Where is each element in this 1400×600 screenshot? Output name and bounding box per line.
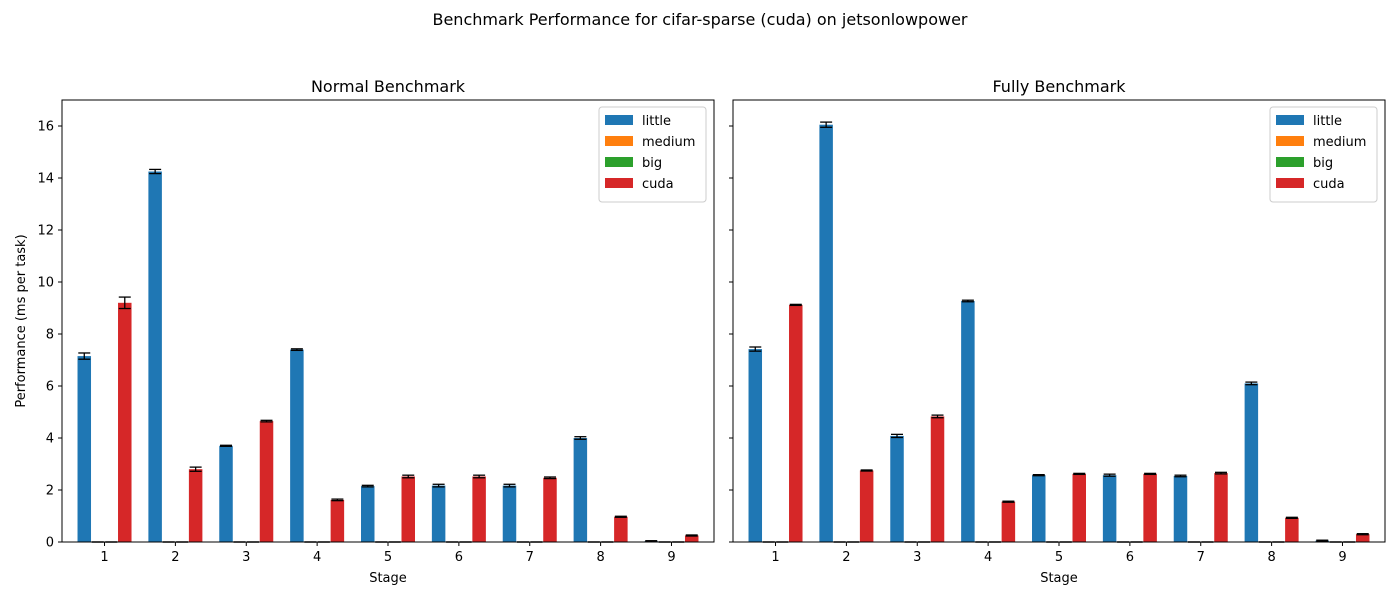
bar-cuda-stage-2 xyxy=(859,470,874,542)
y-tick-label: 2 xyxy=(46,484,54,499)
panel-title: Fully Benchmark xyxy=(992,77,1126,96)
y-tick-label: 0 xyxy=(46,536,54,551)
y-axis-label: Performance (ms per task) xyxy=(14,234,29,407)
x-tick-label: 2 xyxy=(842,550,850,565)
legend-swatch-cuda xyxy=(1276,178,1304,188)
legend-label-big: big xyxy=(642,156,662,171)
legend-label-cuda: cuda xyxy=(642,177,674,192)
x-tick-label: 6 xyxy=(455,550,463,565)
bar-cuda-stage-4 xyxy=(330,499,345,542)
bar-little-stage-7 xyxy=(502,485,517,542)
x-tick-label: 6 xyxy=(1126,550,1134,565)
bar-cuda-stage-7 xyxy=(1214,473,1228,542)
legend: little medium big cuda xyxy=(598,106,707,203)
plot-frame xyxy=(61,99,715,543)
bar-cuda-stage-1 xyxy=(789,304,803,542)
bar-cuda-stage-3 xyxy=(259,421,274,542)
legend-swatch-medium xyxy=(605,136,633,146)
x-tick-label: 5 xyxy=(384,550,392,565)
y-tick-label: 6 xyxy=(46,380,54,395)
bar-little-stage-6 xyxy=(431,485,446,542)
bar-little-stage-3 xyxy=(890,435,904,542)
y-tick-label: 14 xyxy=(37,172,54,187)
bar-little-stage-8 xyxy=(1244,383,1259,542)
x-tick-label: 8 xyxy=(1267,550,1275,565)
x-tick-label: 8 xyxy=(596,550,604,565)
panel-fully-benchmark: 1 2 3 4 5 6 7 8 9 Fully Benchmark Stage little mediu… xyxy=(729,77,1386,586)
legend-label-little: little xyxy=(1313,114,1342,129)
figure-title: Benchmark Performance for cifar-sparse (… xyxy=(432,10,968,29)
x-tick-label: 4 xyxy=(984,550,992,565)
y-tick-label: 10 xyxy=(37,276,54,291)
x-tick-label: 4 xyxy=(313,550,321,565)
bar-cuda-stage-6 xyxy=(1143,473,1157,542)
bar-little-stage-2 xyxy=(148,171,162,542)
bar-cuda-stage-7 xyxy=(543,477,557,542)
bar-little-stage-6 xyxy=(1102,475,1117,542)
legend-label-medium: medium xyxy=(1313,135,1366,150)
x-tick-label: 3 xyxy=(242,550,250,565)
legend-swatch-cuda xyxy=(605,178,633,188)
bar-little-stage-8 xyxy=(573,438,588,542)
y-tick-label: 16 xyxy=(37,120,54,135)
legend-swatch-big xyxy=(605,157,633,167)
legend-label-little: little xyxy=(642,114,671,129)
bar-little-stage-2 xyxy=(819,124,833,542)
x-axis-label: Stage xyxy=(1040,571,1078,586)
legend-swatch-little xyxy=(605,115,633,125)
legend-swatch-little xyxy=(1276,115,1304,125)
legend-swatch-medium xyxy=(1276,136,1304,146)
plot-frame xyxy=(732,99,1386,543)
legend: little medium big cuda xyxy=(1269,106,1378,203)
x-tick-label: 2 xyxy=(171,550,179,565)
x-tick-label: 5 xyxy=(1055,550,1063,565)
x-tick-label: 9 xyxy=(667,550,675,565)
bar-cuda-stage-8 xyxy=(614,516,628,542)
legend-label-medium: medium xyxy=(642,135,695,150)
bar-cuda-stage-9 xyxy=(1355,534,1370,542)
x-tick-label: 9 xyxy=(1338,550,1346,565)
bar-little-stage-4 xyxy=(961,300,975,542)
bar-little-stage-7 xyxy=(1173,475,1188,542)
bar-little-stage-1 xyxy=(748,349,763,542)
bar-little-stage-4 xyxy=(290,349,304,542)
bar-cuda-stage-1 xyxy=(118,302,132,542)
legend-swatch-big xyxy=(1276,157,1304,167)
bar-cuda-stage-6 xyxy=(472,476,486,542)
y-tick-label: 12 xyxy=(37,224,54,239)
bar-little-stage-5 xyxy=(361,486,375,542)
x-tick-label: 7 xyxy=(1197,550,1205,565)
y-tick-label: 4 xyxy=(46,432,54,447)
x-tick-label: 3 xyxy=(913,550,921,565)
x-tick-label: 1 xyxy=(100,550,108,565)
x-tick-label: 1 xyxy=(771,550,779,565)
bar-cuda-stage-2 xyxy=(188,469,203,542)
bar-cuda-stage-3 xyxy=(930,416,945,542)
bar-cuda-stage-9 xyxy=(684,535,699,542)
x-tick-label: 7 xyxy=(526,550,534,565)
bar-cuda-stage-5 xyxy=(401,476,415,542)
legend-label-big: big xyxy=(1313,156,1333,171)
x-axis-label: Stage xyxy=(369,571,407,586)
panel-title: Normal Benchmark xyxy=(311,77,466,96)
bar-little-stage-5 xyxy=(1032,475,1046,542)
bar-cuda-stage-4 xyxy=(1001,501,1016,542)
bar-little-stage-3 xyxy=(219,445,233,542)
bar-cuda-stage-8 xyxy=(1285,517,1299,542)
bar-little-stage-1 xyxy=(77,356,92,542)
legend-label-cuda: cuda xyxy=(1313,177,1345,192)
bar-cuda-stage-5 xyxy=(1072,473,1086,542)
y-tick-label: 8 xyxy=(46,328,54,343)
